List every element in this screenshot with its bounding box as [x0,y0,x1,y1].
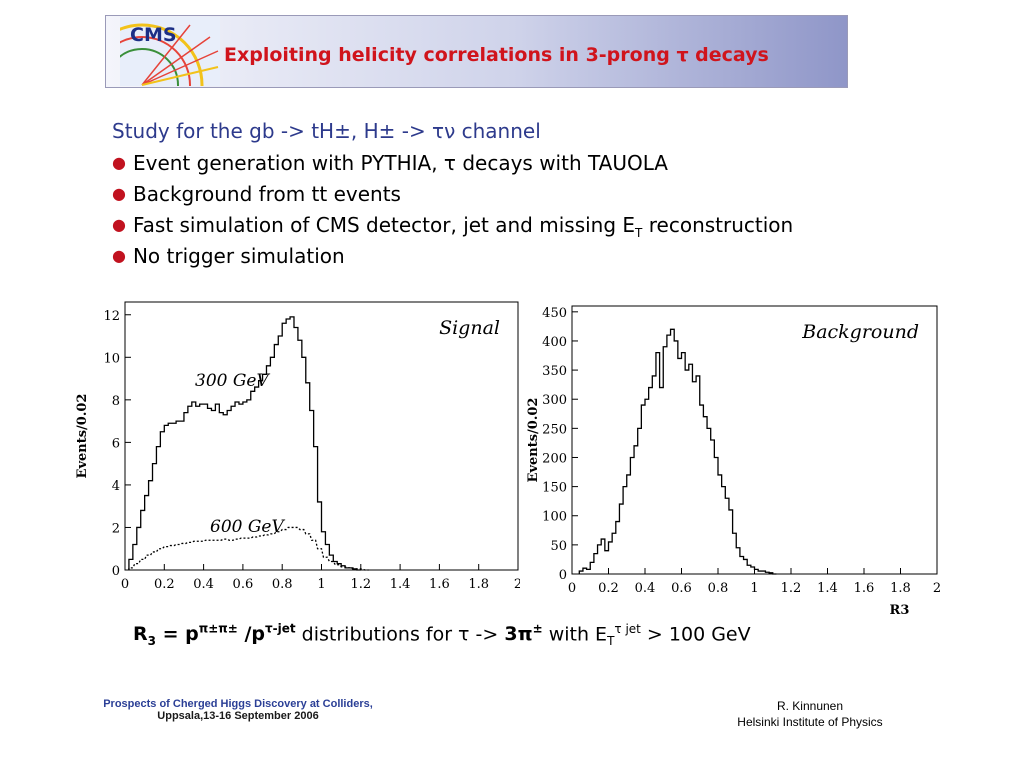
x-tick-label: 0.4 [635,581,656,596]
bullet-dot-icon: ● [112,184,126,203]
x-tick-label: 1.4 [390,577,411,592]
intro-line: Study for the gb -> tH±, H± -> τν channe… [112,119,541,143]
x-tick-label: 1.8 [468,577,489,592]
cms-logo: CMS [120,17,220,86]
y-tick-label: 12 [103,309,120,324]
x-tick-label: 0.4 [193,577,214,592]
y-tick-label: 100 [542,510,567,525]
x-tick-label: 0 [121,577,129,592]
x-tick-label: 1 [750,581,758,596]
signal-histogram: 0 0.2 0.4 0.6 0.8 1 1.2 1.4 1.6 1.8 2 0 2 4 6 8 10 12 Even… [75,301,522,592]
bullet-item: ● Background from tt events [112,182,401,206]
y-tick-label: 2 [112,521,120,536]
svg-text:CMS: CMS [130,24,177,46]
bullet-item: ● Fast simulation of CMS detector, jet an… [112,213,794,240]
y-tick-label: 10 [103,351,120,366]
y-tick-label: 0 [112,564,120,579]
bullet-item: ● Event generation with PYTHIA, τ decays … [112,151,668,175]
background-histogram: 0 0.2 0.4 0.6 0.8 1 1.2 1.4 1.6 1.8 2 0 50 100 150 200 2… [526,305,941,618]
x-tick-label: 0.6 [671,581,692,596]
y-tick-label: 4 [112,479,120,494]
y-tick-label: 200 [542,451,567,466]
bullet-dot-icon: ● [112,153,126,172]
x-tick-label: 2 [933,581,941,596]
plot-frame [571,305,938,575]
y-tick-label: 6 [112,436,120,451]
y-tick-label: 0 [559,568,567,583]
slide-title: Exploiting helicity correlations in 3-pr… [224,44,769,66]
slide-header: CMS [105,15,848,88]
x-tick-label: 0.6 [233,577,254,592]
series-annotation: 300 GeV [195,371,270,391]
x-tick-label: 1 [317,577,325,592]
y-tick-label: 250 [542,422,567,437]
y-tick-label: 350 [542,364,567,379]
bullet-dot-icon: ● [112,246,126,265]
x-tick-label: 0.8 [272,577,293,592]
x-tick-label: 1.4 [817,581,838,596]
y-tick-label: 450 [542,306,567,321]
x-tick-label: 1.2 [350,577,371,592]
x-tick-label: 0.2 [598,581,619,596]
bullet-dot-icon: ● [112,215,126,234]
signal-plot: 0 0.2 0.4 0.6 0.8 1 1.2 1.4 1.6 1.8 2 0 2 4 6 8 10 12 Even… [70,296,522,605]
series-annotation: 600 GeV [210,517,285,537]
y-tick-label: 150 [542,481,567,496]
x-tick-label: 0.8 [708,581,729,596]
bullet-list: ● Event generation with PYTHIA, τ decays … [112,150,793,274]
author-footer: R. Kinnunen Helsinki Institute of Physic… [737,699,883,729]
y-tick-label: 300 [542,393,567,408]
figure-caption: R3 = pπ±π± /pτ-jet distributions for τ -… [133,622,751,649]
plot-title: Signal [439,317,500,339]
x-tick-label: 1.6 [429,577,450,592]
x-axis-label: R3 [890,603,910,618]
y-tick-label: 50 [550,539,567,554]
x-tick-label: 0 [568,581,576,596]
y-tick-label: 8 [112,394,120,409]
x-tick-label: 0.2 [154,577,175,592]
x-tick-label: 1.6 [854,581,875,596]
histogram-series-300-gev [128,316,361,571]
bullet-item: ● No trigger simulation [112,244,345,268]
background-plot: 0 0.2 0.4 0.6 0.8 1 1.2 1.4 1.6 1.8 2 0 50 100 150 200 2… [522,296,952,630]
y-axis-label: Events/0.02 [75,394,90,479]
histogram-series-600-gev [128,526,369,571]
histogram-series-data [578,328,777,575]
x-tick-label: 1.2 [781,581,802,596]
x-tick-label: 2 [514,577,520,592]
conference-footer: Prospects of Cherged Higgs Discovery at … [103,698,373,722]
y-tick-label: 400 [542,335,567,350]
y-axis-label: Events/0.02 [526,398,541,483]
plot-title: Background [801,321,919,343]
x-tick-label: 1.8 [890,581,911,596]
